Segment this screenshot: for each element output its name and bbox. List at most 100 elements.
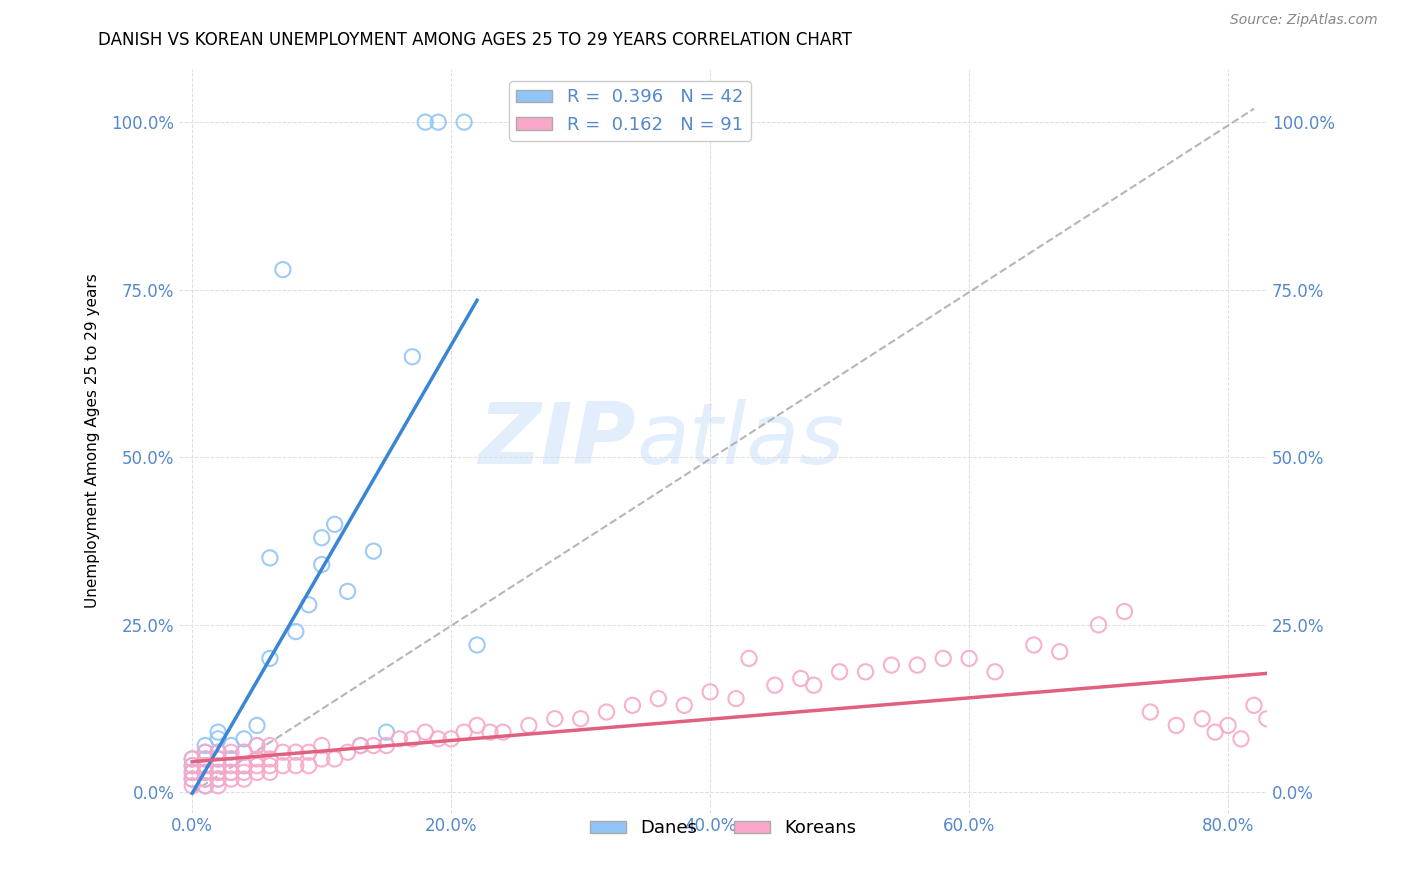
Point [1268,725,1291,739]
Point [1243,698,1265,713]
Point [440,731,463,746]
Point [271,745,294,759]
Point [311,739,333,753]
Point [194,758,217,772]
Point [932,651,955,665]
Point [647,691,669,706]
Point [194,765,217,780]
Point [259,765,281,780]
Point [219,758,242,772]
Point [246,752,269,766]
Point [855,665,877,679]
Point [1166,718,1188,732]
Point [219,765,242,780]
Point [1139,705,1161,719]
Point [246,739,269,753]
Point [388,731,411,746]
Point [207,752,229,766]
Point [738,651,761,665]
Point [465,638,488,652]
Point [363,544,385,558]
Point [246,718,269,732]
Point [259,550,281,565]
Point [207,765,229,780]
Point [363,739,385,753]
Point [1204,725,1226,739]
Point [194,765,217,780]
Point [828,665,851,679]
Point [233,765,256,780]
Point [207,745,229,759]
Point [194,745,217,759]
Point [181,772,204,786]
Point [259,739,281,753]
Text: Source: ZipAtlas.com: Source: ZipAtlas.com [1230,13,1378,28]
Text: atlas: atlas [636,399,844,482]
Text: DANISH VS KOREAN UNEMPLOYMENT AMONG AGES 25 TO 29 YEARS CORRELATION CHART: DANISH VS KOREAN UNEMPLOYMENT AMONG AGES… [98,31,852,49]
Point [1049,645,1071,659]
Point [207,765,229,780]
Point [194,752,217,766]
Point [984,665,1007,679]
Point [194,739,217,753]
Point [673,698,696,713]
Point [259,651,281,665]
Point [375,725,398,739]
Point [1087,618,1109,632]
Point [763,678,786,692]
Point [323,517,346,532]
Point [219,739,242,753]
Point [181,779,204,793]
Point [1230,731,1253,746]
Point [181,765,204,780]
Point [207,745,229,759]
Point [349,739,371,753]
Point [246,758,269,772]
Point [905,658,928,673]
Point [207,772,229,786]
Point [790,672,813,686]
Point [259,758,281,772]
Point [298,598,321,612]
Point [544,712,567,726]
Point [219,765,242,780]
Point [311,531,333,545]
Point [298,745,321,759]
Point [194,779,217,793]
Point [427,731,450,746]
Legend: Danes, Koreans: Danes, Koreans [583,812,863,845]
Point [1281,718,1303,732]
Point [336,745,359,759]
Point [413,725,436,739]
Point [219,752,242,766]
Point [181,752,204,766]
Point [492,725,515,739]
Point [1022,638,1045,652]
Text: ZIP: ZIP [478,399,636,482]
Point [181,758,204,772]
Point [207,758,229,772]
Point [233,745,256,759]
Point [181,772,204,786]
Y-axis label: Unemployment Among Ages 25 to 29 years: Unemployment Among Ages 25 to 29 years [86,273,100,608]
Point [1216,718,1239,732]
Point [621,698,644,713]
Point [207,779,229,793]
Point [233,758,256,772]
Point [401,731,423,746]
Point [957,651,980,665]
Point [207,725,229,739]
Point [246,765,269,780]
Point [181,758,204,772]
Point [311,558,333,572]
Point [207,772,229,786]
Point [219,752,242,766]
Point [194,772,217,786]
Point [271,758,294,772]
Point [284,758,307,772]
Point [517,718,540,732]
Point [194,779,217,793]
Point [194,745,217,759]
Point [880,658,903,673]
Point [595,705,617,719]
